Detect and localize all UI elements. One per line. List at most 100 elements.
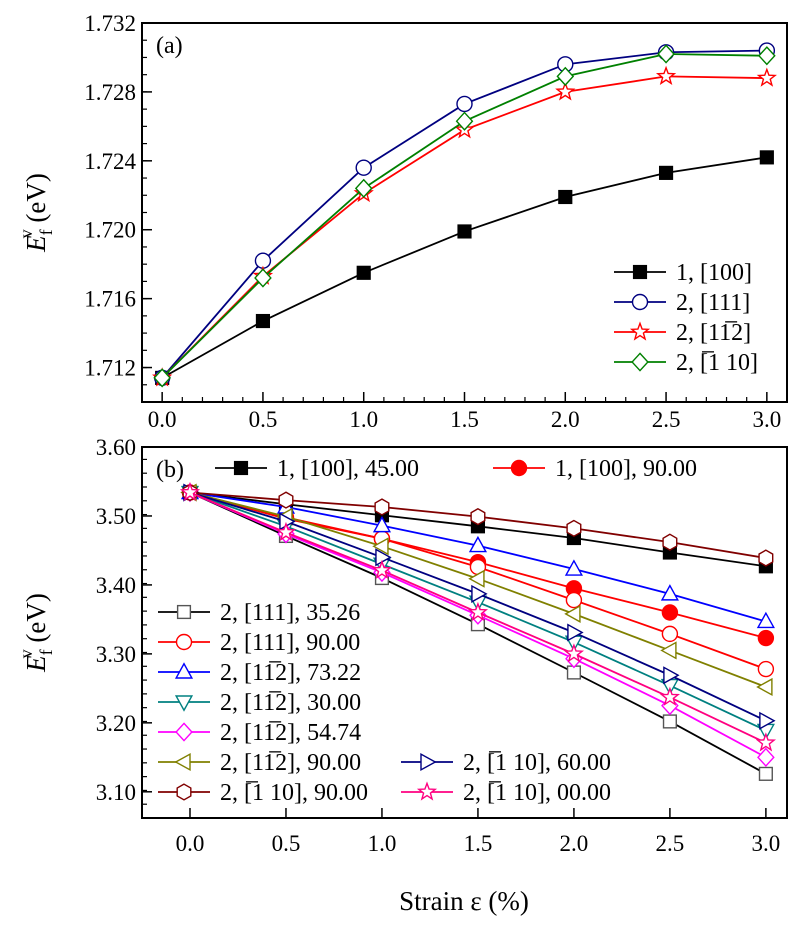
data-point: [759, 150, 774, 165]
legend-label: 2, [11̅2], 54.74: [220, 720, 361, 746]
x-tick-label: 1.5: [464, 831, 493, 856]
legend-marker: [176, 783, 192, 801]
x-tick-label: 0.0: [176, 831, 205, 856]
data-point: [278, 491, 294, 509]
y-tick-label: 1.724: [84, 149, 136, 174]
data-point: [255, 313, 271, 329]
legend-entry: 2, [111], 35.26: [158, 600, 360, 626]
legend-marker: [174, 662, 194, 679]
legend-label: 2, [̅1 10], 60.00: [463, 750, 611, 776]
data-point: [663, 666, 680, 685]
x-tick-label: 3.0: [752, 831, 781, 856]
y-axis-symbol: E: [21, 235, 51, 253]
data-point: [758, 549, 774, 567]
data-point: [565, 591, 583, 609]
x-tick-label: 2.0: [560, 831, 589, 856]
data-point: [372, 537, 389, 556]
legend-entry: 2, [̅1 10], 00.00: [401, 780, 611, 806]
legend-marker: [176, 604, 192, 620]
legend-entry: 2, [11̅2], 30.00: [158, 690, 361, 716]
data-point: [372, 515, 392, 533]
y-tick-label: 1.720: [84, 218, 136, 243]
data-point: [564, 559, 583, 576]
y-axis-superscript: v: [16, 649, 36, 658]
legend-marker: [175, 633, 193, 651]
legend-label: 2, [111]: [676, 290, 750, 316]
y-tick-label: 1.728: [84, 80, 136, 105]
data-point: [655, 65, 677, 86]
data-point: [758, 766, 773, 781]
series-10: [179, 481, 777, 752]
y-tick-label: 3.60: [96, 435, 136, 460]
data-point: [355, 159, 372, 176]
legend-entry: 1, [100], 90.00: [493, 456, 697, 482]
legend-marker: [233, 460, 249, 476]
y-tick-label: 3.30: [96, 642, 136, 667]
legend-label: 2, [̅1 10], 90.00: [220, 780, 368, 806]
plot-frame: [141, 446, 788, 819]
data-point: [661, 604, 679, 621]
x-tick-label: 2.5: [656, 831, 685, 856]
legend-marker: [631, 293, 649, 311]
data-point: [661, 625, 679, 643]
data-point: [756, 611, 775, 629]
x-tick-label: 3.0: [752, 407, 781, 432]
data-point: [457, 224, 472, 239]
panel-label: (a): [156, 33, 183, 59]
data-point: [254, 268, 272, 288]
data-point: [555, 81, 576, 101]
data-point: [662, 714, 677, 729]
series-3: [153, 44, 776, 388]
legend-entry: 2, [̅1 10], 90.00: [158, 780, 368, 806]
legend-marker: [420, 752, 437, 772]
legend-entry: 2, [111]: [614, 290, 750, 316]
data-point: [558, 189, 573, 205]
data-point: [468, 569, 485, 588]
legend-entry: 1, [100], 45.00: [215, 456, 419, 482]
data-point: [455, 111, 474, 131]
y-axis-symbol: E: [21, 655, 51, 673]
data-point: [275, 521, 297, 542]
data-point: [660, 641, 677, 660]
data-point: [556, 66, 575, 87]
legend-marker: [631, 352, 649, 372]
legend-label: 2, [11̅2]: [676, 320, 751, 346]
data-point: [374, 498, 390, 516]
legend-entry: 2, [11̅2], 90.00: [158, 750, 361, 776]
y-tick-label: 1.732: [84, 11, 136, 36]
y-axis-subscript: f: [36, 229, 56, 235]
data-point: [758, 46, 776, 66]
data-point: [757, 660, 775, 678]
x-tick-label: 0.5: [249, 407, 278, 432]
legend-label: 1, [100], 45.00: [277, 456, 419, 482]
legend-marker: [174, 752, 191, 772]
data-point: [662, 533, 678, 551]
panel-label: (b): [156, 457, 184, 483]
legend-label: 1, [100]: [676, 260, 752, 286]
x-tick-label: 0.5: [272, 831, 301, 856]
legend-marker: [510, 459, 528, 477]
data-point: [566, 519, 582, 538]
data-point: [153, 368, 171, 388]
y-tick-label: 3.50: [96, 504, 136, 529]
data-point: [468, 535, 487, 553]
legend-entry: 2, [11̅2], 54.74: [158, 720, 361, 746]
y-tick-label: 3.40: [96, 573, 136, 598]
y-axis-unit: (eV): [21, 593, 51, 649]
data-point: [179, 481, 201, 502]
legend-entry: 2, [11̅2], 73.22: [158, 660, 361, 686]
data-point: [659, 686, 681, 706]
y-tick-label: 1.712: [84, 356, 136, 381]
legend-marker: [632, 264, 648, 280]
data-point: [564, 604, 581, 623]
x-tick-label: 1.0: [368, 831, 397, 856]
legend-label: 2, [111], 90.00: [220, 630, 360, 656]
data-point: [456, 95, 473, 113]
series-0: [155, 150, 774, 385]
data-point: [371, 559, 393, 580]
legend-marker: [175, 722, 193, 742]
y-axis-subscript: f: [36, 649, 56, 655]
data-point: [354, 178, 373, 199]
x-tick-label: 0.0: [148, 407, 177, 432]
